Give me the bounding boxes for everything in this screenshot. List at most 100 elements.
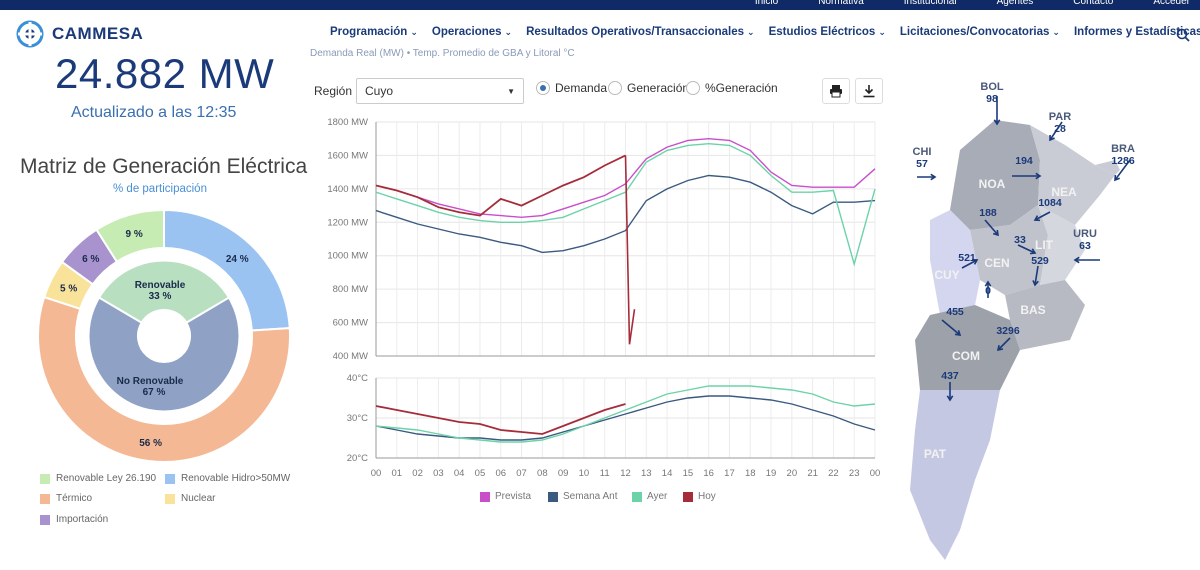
arrow-head-icon [930, 173, 937, 181]
flow-country: CHI [913, 146, 932, 158]
inner-pct: 67 % [143, 387, 166, 398]
flow-arrow [1114, 159, 1131, 181]
slice-label: 6 % [82, 254, 99, 265]
arrow-head-icon [1114, 174, 1120, 182]
nav-licitaciones[interactable]: Licitaciones/Convocatorias ⌄ [899, 26, 1060, 38]
x-tick-label: 23 [849, 468, 860, 479]
region-select[interactable]: Cuyo ▼ [356, 78, 524, 104]
flow-value: 455 [946, 306, 964, 318]
updated-time: Actualizado a las 12:35 [71, 104, 237, 121]
top-link[interactable]: Acceder [1153, 0, 1190, 7]
region-cen[interactable] [970, 205, 1048, 295]
outer-slice[interactable] [37, 295, 291, 463]
download-button[interactable] [855, 78, 883, 104]
legend-swatch [165, 473, 175, 484]
flow-country: BOL [980, 81, 1004, 93]
radio-dot [608, 81, 622, 95]
demand-line-chart: 400 MW 600 MW 800 MW 1000 MW 1200 MW 1400 MW 1… [327, 117, 880, 479]
region-cuy[interactable] [930, 210, 980, 315]
top-link[interactable]: Institucional [903, 0, 957, 7]
arrow-head-icon [1073, 256, 1080, 264]
top-link[interactable]: Agentes [996, 0, 1034, 7]
temp-tick-label: 20°C [347, 453, 368, 464]
logo[interactable]: CAMMESA [16, 20, 143, 48]
flow-value: 529 [1031, 255, 1049, 267]
legend-item[interactable]: Importación [40, 514, 108, 525]
flow-arrow [941, 319, 961, 336]
top-link[interactable]: Contacto [1073, 0, 1114, 7]
legend-item[interactable]: Térmico [40, 493, 92, 504]
arrow-head-icon [1029, 248, 1037, 255]
nav-estudios[interactable]: Estudios Eléctricos ⌄ [768, 26, 886, 38]
legend-swatch [40, 493, 50, 504]
temp-series-hoy[interactable] [375, 403, 626, 435]
main-nav: Programación ⌄ Operaciones ⌄ Resultados Op… [330, 26, 1200, 38]
legend-item[interactable]: Renovable Hidro>50MW [165, 473, 290, 484]
radio-generacion[interactable]: Generación [608, 81, 689, 95]
legend-swatch [632, 491, 642, 502]
legend-item[interactable]: Prevista [480, 491, 531, 502]
arrow-head-icon [971, 258, 979, 265]
nav-resultados[interactable]: Resultados Operativos/Transaccionales ⌄ [526, 26, 755, 38]
flow-value: 57 [916, 158, 928, 170]
radio-pct-generacion[interactable]: %Generación [686, 81, 778, 95]
flow-value: 437 [941, 370, 959, 382]
region-label: LIT [1035, 238, 1054, 252]
x-tick-label: 14 [662, 468, 673, 479]
region-label: COM [952, 349, 980, 363]
flow-value: 194 [1015, 155, 1033, 167]
flow-value: 3296 [996, 325, 1020, 337]
series-hoy[interactable] [375, 154, 626, 217]
legend-item[interactable]: Nuclear [165, 493, 215, 504]
ring-divider [86, 258, 242, 414]
y-tick-label: 600 MW [333, 318, 368, 329]
region-bas[interactable] [1005, 280, 1085, 350]
flow-arrow [1034, 211, 1051, 221]
region-pat[interactable] [910, 390, 1000, 560]
inner-label: Renovable [135, 280, 186, 291]
region-noa[interactable] [950, 120, 1040, 230]
matrix-subtitle: % de participación [113, 183, 207, 195]
nav-informes[interactable]: Informes y Estadísticas [1073, 26, 1200, 38]
legend-item[interactable]: Semana Ant [548, 491, 617, 502]
legend-item[interactable]: Hoy [683, 491, 716, 502]
top-link[interactable]: Normativa [818, 0, 864, 7]
print-button[interactable] [822, 78, 850, 104]
chevron-down-icon: ⌄ [747, 27, 755, 37]
top-link[interactable]: Inicio [754, 0, 779, 7]
search-icon[interactable] [1176, 28, 1190, 42]
arrow-head-icon [993, 119, 1001, 126]
flow-arrow [997, 337, 1011, 351]
arrow-head-icon [946, 395, 954, 402]
region-lit[interactable] [1038, 205, 1085, 285]
x-tick-label: 16 [703, 468, 714, 479]
temp-series-ayer[interactable] [375, 385, 876, 443]
top-strip: Inicio Normativa Institucional Agentes Conta… [0, 0, 1200, 10]
flow-country: PAR [1049, 111, 1071, 123]
region-nea[interactable] [1030, 125, 1115, 225]
nav-operaciones[interactable]: Operaciones ⌄ [431, 26, 513, 38]
flow-country: BRA [1111, 143, 1135, 155]
arrow-head-icon [992, 229, 999, 237]
series-semana-ant[interactable] [375, 174, 876, 254]
x-tick-label: 18 [745, 468, 756, 479]
legend-item[interactable]: Ayer [632, 491, 667, 502]
caret-down-icon: ▼ [507, 87, 515, 96]
x-tick-label: 00 [371, 468, 382, 479]
x-tick-label: 20 [787, 468, 798, 479]
flow-country: URU [1073, 228, 1097, 240]
arrow-head-icon [1032, 280, 1039, 287]
x-tick-label: 13 [641, 468, 652, 479]
outer-slice[interactable] [95, 208, 165, 264]
radio-demanda[interactable]: Demanda [536, 81, 607, 95]
top-links: Inicio Normativa Institucional Agentes Conta… [755, 0, 1190, 7]
legend-item[interactable]: Renovable Ley 26.190 [40, 473, 156, 484]
nav-programacion[interactable]: Programación ⌄ [330, 26, 418, 38]
flow-value: 63 [1079, 240, 1091, 252]
region-com[interactable] [915, 305, 1020, 390]
radio-dot [536, 81, 550, 95]
flow-arrow [1034, 265, 1039, 286]
y-tick-label: 400 MW [333, 351, 368, 362]
x-tick-label: 02 [412, 468, 423, 479]
temp-tick-label: 40°C [347, 373, 368, 384]
